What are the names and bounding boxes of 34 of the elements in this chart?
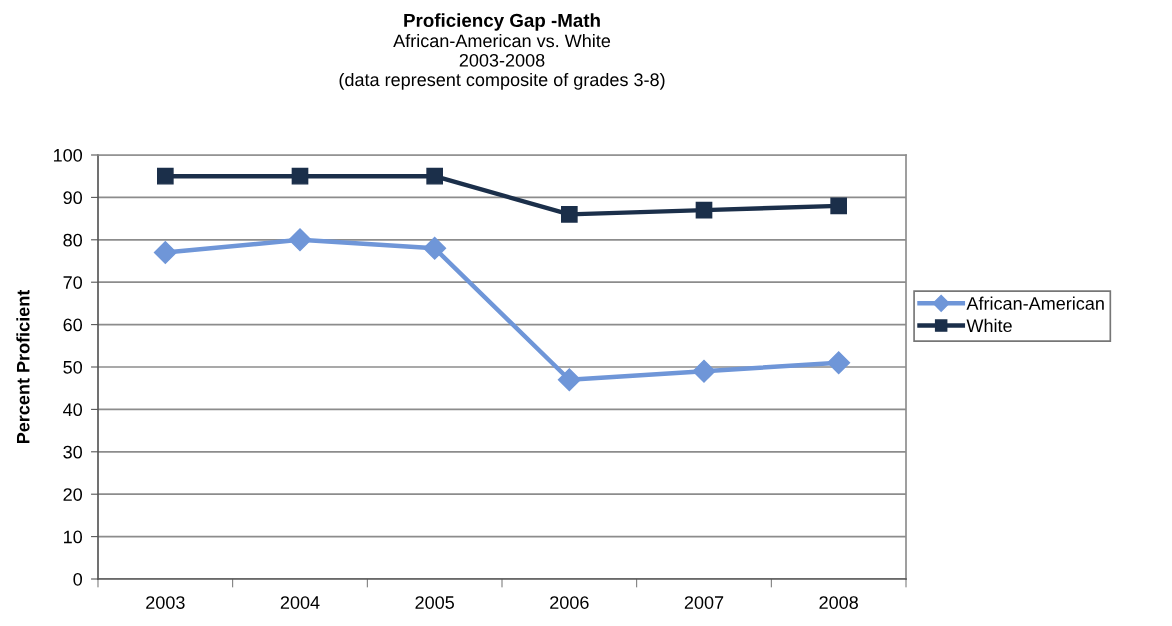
point: [692, 359, 716, 383]
x-tick-label: 2005: [415, 596, 454, 609]
y-tick-label: 30: [63, 445, 83, 459]
legend-label: White: [966, 318, 1012, 333]
point: [557, 368, 581, 392]
point: [153, 241, 177, 265]
point: [695, 201, 713, 219]
point: [560, 206, 578, 223]
point: [156, 167, 174, 185]
x-tick-label: 2003: [146, 596, 185, 609]
x-tick-label: 2008: [819, 596, 858, 609]
point: [426, 167, 444, 185]
y-tick-label: 40: [63, 403, 83, 417]
y-tick-label: 0: [73, 572, 83, 586]
legend-label: African-American: [966, 296, 1104, 310]
y-tick-label: 100: [53, 148, 83, 162]
point: [288, 228, 312, 252]
y-tick-label: 10: [64, 530, 83, 544]
y-axis-title: Percent Proficient: [16, 289, 30, 444]
y-tick-label: 90: [63, 191, 83, 205]
y-tick-label: 50: [63, 360, 83, 374]
x-tick-label: 2007: [684, 596, 724, 609]
x-tick-label: 2006: [550, 596, 589, 609]
y-tick-label: 20: [63, 488, 83, 501]
y-tick-label: 80: [63, 233, 83, 247]
x-tick-label: 2004: [280, 596, 320, 609]
point: [830, 197, 848, 215]
y-tick-label: 70: [63, 276, 83, 289]
chart-subtitle: African-American vs. White 2003-2008 (data represent composite of grades 3-8): [339, 34, 665, 90]
y-tick-label: 60: [63, 318, 83, 332]
point: [827, 351, 851, 375]
point: [291, 167, 309, 185]
chart-title: Proficiency Gap -Math: [404, 13, 600, 31]
point: [423, 236, 447, 260]
